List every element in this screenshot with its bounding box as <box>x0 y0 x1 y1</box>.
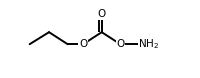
Text: O: O <box>116 39 124 49</box>
Text: O: O <box>98 9 106 19</box>
Text: O: O <box>79 39 87 49</box>
Text: NH$_2$: NH$_2$ <box>138 37 159 51</box>
